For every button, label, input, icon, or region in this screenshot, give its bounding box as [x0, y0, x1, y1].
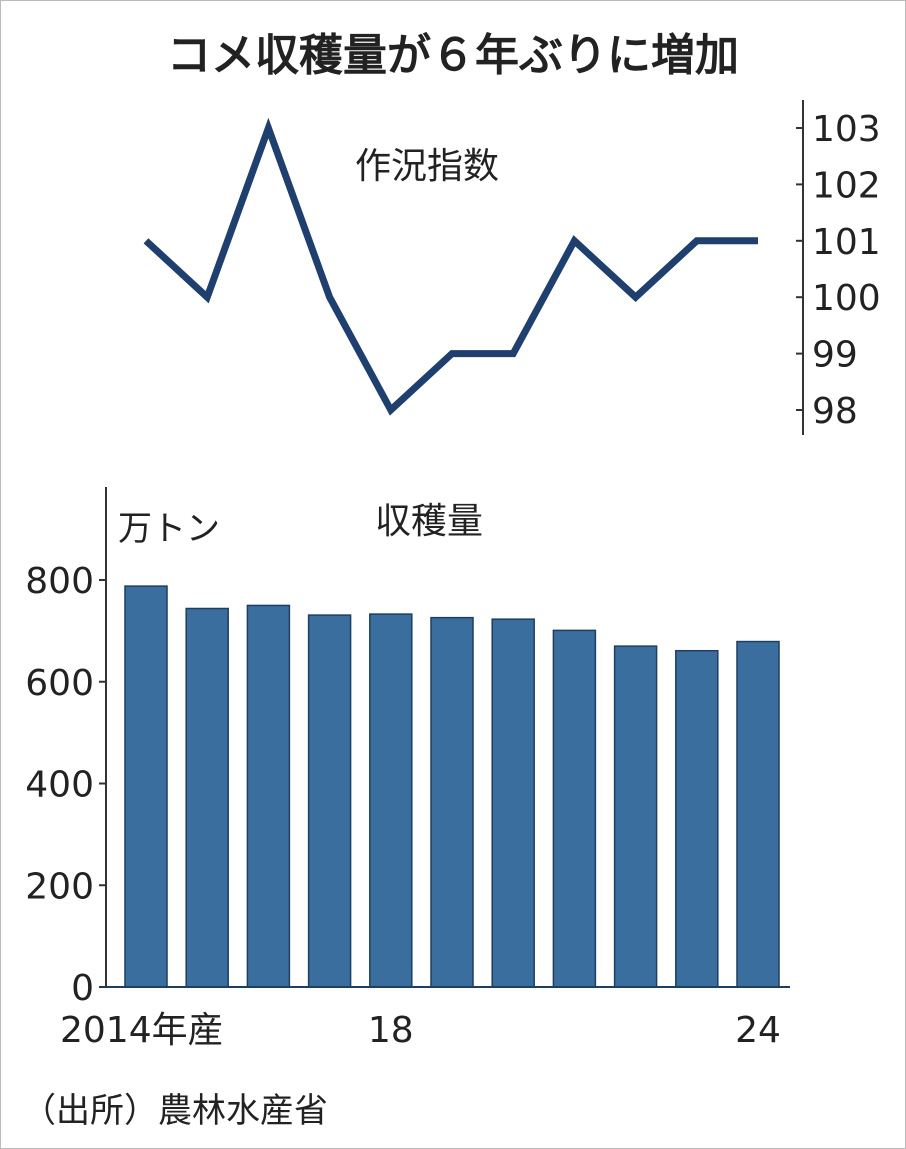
- bar-x-label: 2014年産: [60, 1010, 224, 1051]
- bar-y-tick-label: 400: [25, 765, 94, 806]
- bar-y-unit: 万トン: [118, 509, 220, 549]
- bar-2018: [369, 613, 413, 988]
- line-y-tick-label: 98: [812, 391, 858, 432]
- line-y-tick-label: 102: [812, 165, 881, 206]
- bar-2021: [552, 629, 597, 988]
- bar-2016: [246, 604, 291, 988]
- bar-2023: [675, 649, 719, 988]
- line-y-tick-label: 99: [812, 335, 858, 376]
- bar-y-tick-label: 0: [71, 968, 94, 1009]
- line-y-tick-label: 100: [812, 278, 881, 319]
- bar-2022: [613, 645, 658, 988]
- bar-2014: [124, 585, 168, 988]
- source-note: （出所）農林水産省: [22, 1091, 328, 1131]
- line-y-tick-label: 101: [812, 222, 881, 263]
- bar-2019: [430, 616, 474, 988]
- bar-y-tick-label: 600: [25, 663, 94, 704]
- bar-x-label: 24: [735, 1010, 781, 1051]
- bar-chart-subtitle: 収穫量: [375, 501, 483, 542]
- line-y-tick-label: 103: [812, 109, 881, 150]
- bar-2015: [185, 607, 229, 988]
- bar-y-tick-label: 200: [25, 866, 94, 907]
- bar-2020: [491, 618, 535, 988]
- bar-x-label: 18: [368, 1010, 414, 1051]
- bar-y-tick-label: 800: [25, 561, 94, 602]
- chart-title: コメ収穫量が６年ぶりに増加: [167, 30, 739, 81]
- line-chart-subtitle: 作況指数: [355, 146, 499, 187]
- bar-2017: [307, 614, 352, 988]
- bar-2024: [736, 640, 780, 988]
